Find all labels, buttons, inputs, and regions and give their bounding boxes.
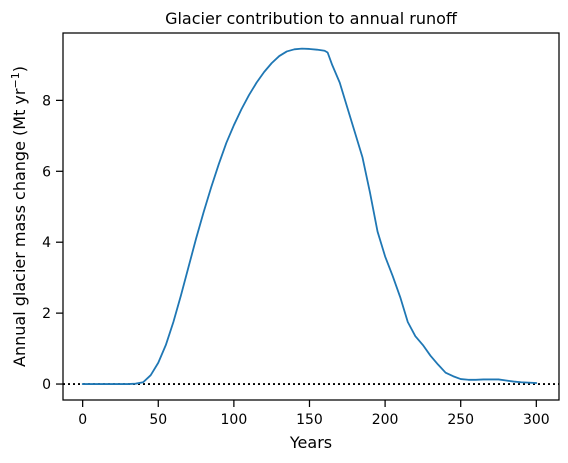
y-axis-label-close: ) <box>10 66 29 72</box>
y-tick-label: 6 <box>42 164 51 180</box>
y-tick-label: 0 <box>42 377 51 393</box>
x-tick-label: 0 <box>78 412 87 428</box>
plot-frame <box>62 32 560 401</box>
x-tick-label: 50 <box>149 412 167 428</box>
plot-layer <box>63 47 559 385</box>
y-tick-label: 2 <box>42 306 51 322</box>
y-axis-label: Annual glacier mass change (Mt yr−1) <box>9 66 29 367</box>
chart-title: Glacier contribution to annual runoff <box>165 9 458 28</box>
axes-layer: 0 50 100 150 200 250 300 0 2 4 6 8 <box>42 93 550 428</box>
x-tick-label: 100 <box>221 412 248 428</box>
x-tick-label: 300 <box>523 412 550 428</box>
y-axis-label-main: Annual glacier mass change (Mt yr <box>10 88 29 367</box>
x-tick-label: 250 <box>447 412 474 428</box>
x-tick-label: 150 <box>296 412 323 428</box>
y-tick-label: 8 <box>42 93 51 109</box>
y-axis-label-superscript: −1 <box>9 72 22 88</box>
x-axis-label: Years <box>289 433 332 452</box>
x-tick-label: 200 <box>372 412 399 428</box>
y-tick-label: 4 <box>42 235 51 251</box>
series-line-0 <box>81 47 538 385</box>
